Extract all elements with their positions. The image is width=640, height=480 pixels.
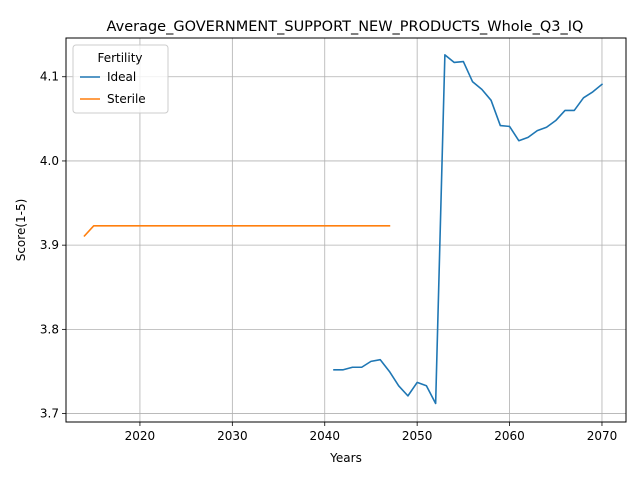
y-tick-label: 4.0 bbox=[40, 154, 59, 168]
y-tick-label: 3.9 bbox=[40, 238, 59, 252]
x-tick-label: 2060 bbox=[494, 429, 525, 443]
x-tick-label: 2030 bbox=[217, 429, 248, 443]
y-tick-label: 3.7 bbox=[40, 407, 59, 421]
x-tick-label: 2040 bbox=[309, 429, 340, 443]
y-axis-label: Score(1-5) bbox=[14, 199, 28, 262]
legend-title: Fertility bbox=[97, 51, 142, 65]
y-tick-label: 3.8 bbox=[40, 322, 59, 336]
legend-label-sterile: Sterile bbox=[107, 92, 146, 106]
y-tick-label: 4.1 bbox=[40, 70, 59, 84]
x-tick-label: 2020 bbox=[125, 429, 156, 443]
x-tick-label: 2050 bbox=[402, 429, 433, 443]
legend: Fertility Ideal Sterile bbox=[73, 45, 168, 113]
legend-label-ideal: Ideal bbox=[107, 70, 136, 84]
x-axis-label: Years bbox=[329, 451, 362, 465]
x-tick-label: 2070 bbox=[587, 429, 618, 443]
chart-title: Average_GOVERNMENT_SUPPORT_NEW_PRODUCTS_… bbox=[107, 19, 584, 35]
